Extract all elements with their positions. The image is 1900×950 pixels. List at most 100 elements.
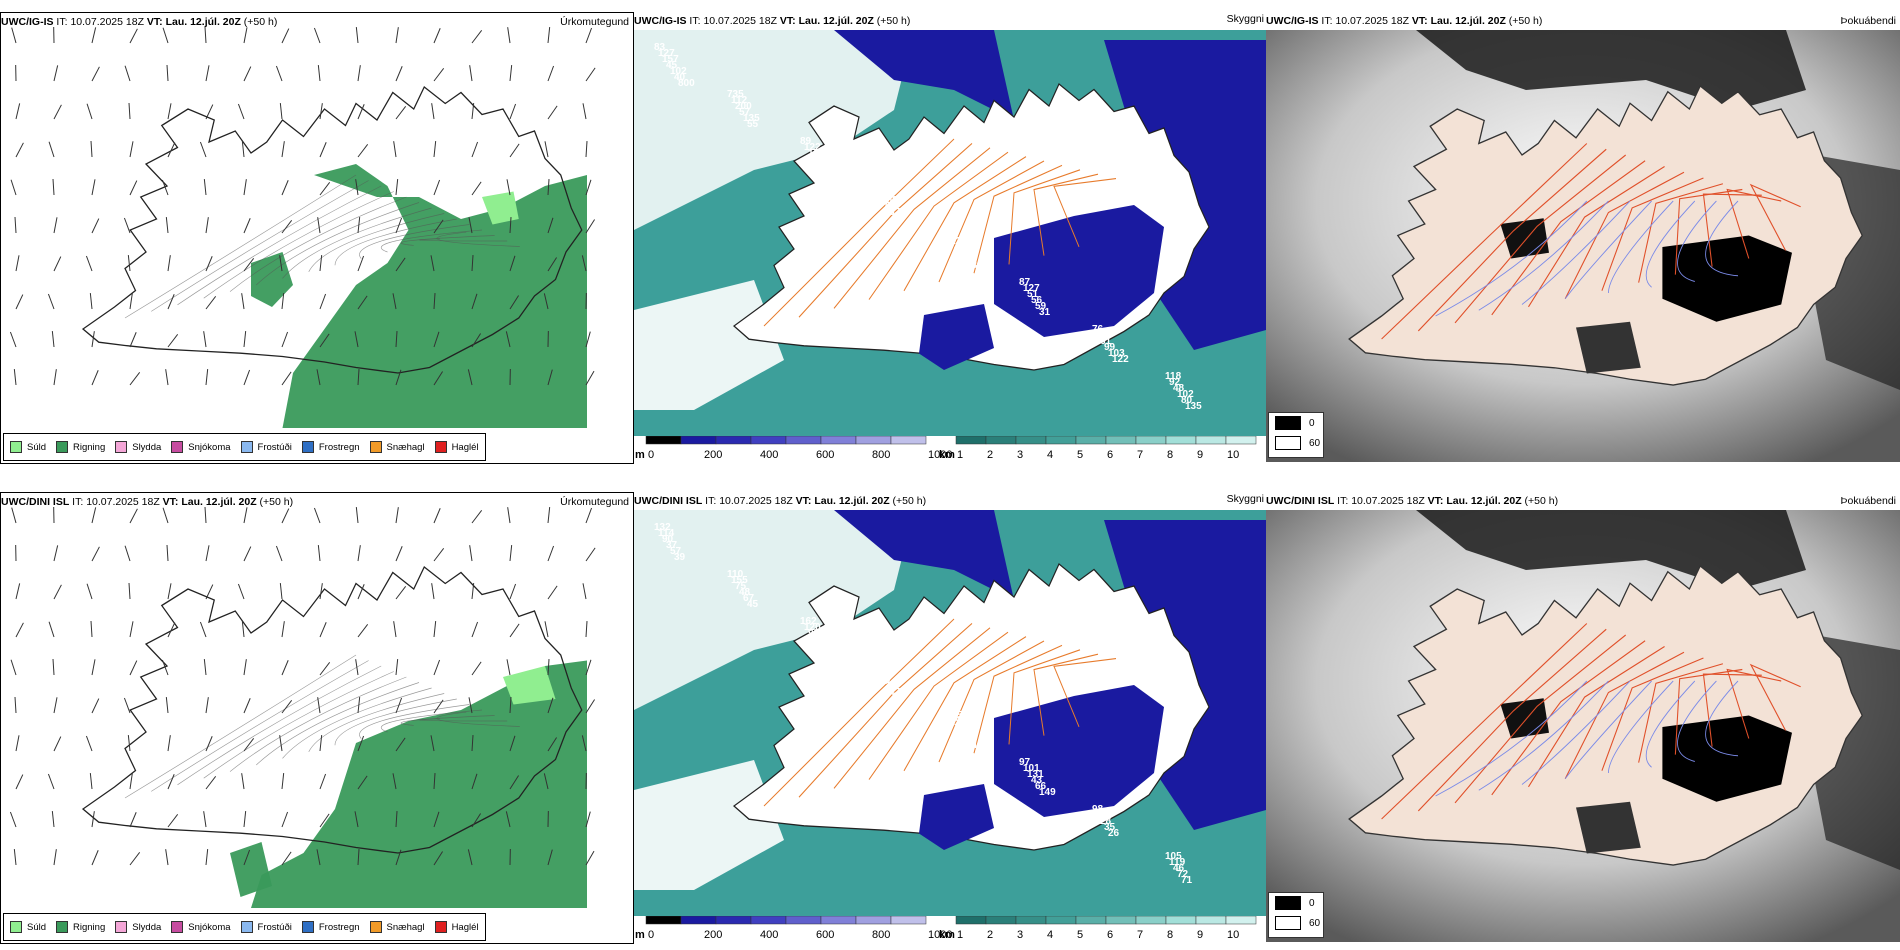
legend-swatch <box>171 921 184 933</box>
cloud-base-label: 45 <box>666 60 678 71</box>
swatch-black <box>1275 416 1301 430</box>
cloud-base-label: 162 <box>800 616 817 627</box>
cloud-base-label: 49 <box>954 242 966 253</box>
cloud-base-label: 35 <box>1104 822 1116 833</box>
cloud-base-label: 109 <box>954 722 971 733</box>
cloud-base-label: 131 <box>1027 769 1044 780</box>
legend-swatch <box>56 921 69 933</box>
scale-tick: 1000 <box>928 449 952 461</box>
legend-swatch <box>301 921 314 933</box>
cloud-base-label: 97 <box>1019 757 1031 768</box>
legend-label: 0 <box>1309 417 1315 429</box>
cloud-base-label: 200 <box>735 101 752 112</box>
legend-label: Frostúði <box>257 441 292 453</box>
fog-legend: 0 60 <box>1268 892 1324 938</box>
cloud-base-label: 57 <box>739 107 751 118</box>
cloud-base-label: 67 <box>816 160 828 171</box>
scale-tick: 6 <box>1107 929 1113 941</box>
cloud-base-label: 125 <box>946 710 963 721</box>
cloud-base-label: 548 <box>966 740 983 751</box>
cloud-base-label: 51 <box>816 640 828 651</box>
cloud-base-label: 36 <box>958 728 970 739</box>
legend-label: Rigning <box>73 921 106 933</box>
panel-type-label: Skyggni <box>1226 13 1264 25</box>
legend-swatch <box>171 441 184 453</box>
cloud-base-label: 122 <box>1112 354 1129 365</box>
panel-title: UWC/IG-IS IT: 10.07.2025 18Z VT: Lau. 12… <box>1 16 278 28</box>
cloud-map: 1321101621161259798105114155120110991011… <box>634 510 1266 930</box>
legend-item: Slydda <box>115 441 161 453</box>
cloud-base-label: 26 <box>1108 828 1120 839</box>
legend-item: Frostregn <box>301 921 360 933</box>
legend-item: Snjókoma <box>171 441 231 453</box>
scale-tick: 3 <box>1017 449 1023 461</box>
scale-tick: 800 <box>872 449 890 461</box>
legend-label: Slydda <box>132 921 162 933</box>
legend-label: 60 <box>1309 917 1321 929</box>
legend-label: Snjókoma <box>188 441 231 453</box>
panel-title: UWC/IG-IS IT: 10.07.2025 18Z VT: Lau. 12… <box>1266 15 1543 27</box>
scale-tick: 4 <box>1047 929 1053 941</box>
scale-tick: 9 <box>1197 929 1203 941</box>
fog-map <box>1266 30 1900 462</box>
cloud-panel-bottom: UWC/DINI ISL IT: 10.07.2025 18Z VT: Lau.… <box>634 492 1266 944</box>
legend-label: Frostúði <box>257 921 292 933</box>
cloud-base-label: 66 <box>1035 781 1047 792</box>
precip-map <box>9 506 596 908</box>
scale-tick: 0 <box>648 929 654 941</box>
cloud-base-label: 39 <box>812 634 824 645</box>
legend-label: Slydda <box>132 441 162 453</box>
cloud-base-label: 93 <box>966 260 978 271</box>
legend-label: Snæhagl <box>386 441 425 453</box>
cloud-base-label: 122 <box>804 142 821 153</box>
legend-swatch <box>301 441 314 453</box>
panel-title: UWC/DINI ISL IT: 10.07.2025 18Z VT: Lau.… <box>1266 495 1559 507</box>
cloud-base-label: 110 <box>877 669 894 680</box>
scale-unit: m <box>635 449 645 461</box>
cloud-base-label: 54 <box>812 154 824 165</box>
cloud-base-label: 67 <box>889 207 901 218</box>
cloud-base-label: 47 <box>889 687 901 698</box>
cloud-base-label: 31 <box>1039 307 1051 318</box>
legend-swatch <box>240 441 253 453</box>
scale-unit: km <box>939 929 955 941</box>
legend-label: Súld <box>27 441 47 453</box>
panel-type-label: Þokuábendi <box>1840 495 1896 507</box>
cloud-base-label: 100 <box>1096 810 1113 821</box>
swatch-white <box>1275 916 1301 930</box>
cloud-base-label: 51 <box>1027 289 1039 300</box>
cloud-base-label: 99 <box>1104 342 1116 353</box>
legend-label: Haglél <box>451 921 479 933</box>
precip-legend: Súld Rigning Slydda Snjókoma Frostúði Frostre… <box>3 913 486 941</box>
cloud-base-label: 42 <box>820 646 832 657</box>
cloud-base-label: 55 <box>747 119 759 130</box>
cloud-base-label: 56 <box>1031 295 1043 306</box>
fog-panel-top: UWC/IG-IS IT: 10.07.2025 18Z VT: Lau. 12… <box>1266 12 1900 464</box>
cloud-base-label: 39 <box>674 552 686 563</box>
scale-tick: 600 <box>816 449 834 461</box>
cloud-base-label: 57 <box>670 546 682 557</box>
cloud-base-label: 112 <box>731 95 748 106</box>
scale-unit: m <box>635 929 645 941</box>
legend-item: Haglél <box>434 921 479 933</box>
cloud-base-label: 132 <box>654 522 671 533</box>
cloud-base-label: 89 <box>800 136 812 147</box>
cloud-base-label: 63 <box>885 201 897 212</box>
legend-swatch <box>369 921 382 933</box>
cloud-base-label: 124 <box>950 236 967 247</box>
panel-title: UWC/IG-IS IT: 10.07.2025 18Z VT: Lau. 12… <box>634 15 911 27</box>
legend-item: Rigning <box>56 441 105 453</box>
scale-tick: 3 <box>1017 929 1023 941</box>
legend-label: Rigning <box>73 441 106 453</box>
scale-tick: 400 <box>760 449 778 461</box>
legend-swatch <box>115 441 128 453</box>
cloud-map: 83 735 89 92 98 87 76 118 127 112 122 120 124 127 73 92… <box>634 30 1266 450</box>
cloud-base-label: 67 <box>743 593 755 604</box>
cloud-base-label: 71 <box>1181 875 1193 886</box>
cloud-base-label: 114 <box>658 528 675 539</box>
legend-item: Frostúði <box>240 921 292 933</box>
fog-legend: 0 60 <box>1268 412 1324 458</box>
cloud-base-label: 135 <box>743 113 760 124</box>
cloud-base-label: 800 <box>678 78 695 89</box>
cloud-base-label: 135 <box>1185 401 1202 412</box>
